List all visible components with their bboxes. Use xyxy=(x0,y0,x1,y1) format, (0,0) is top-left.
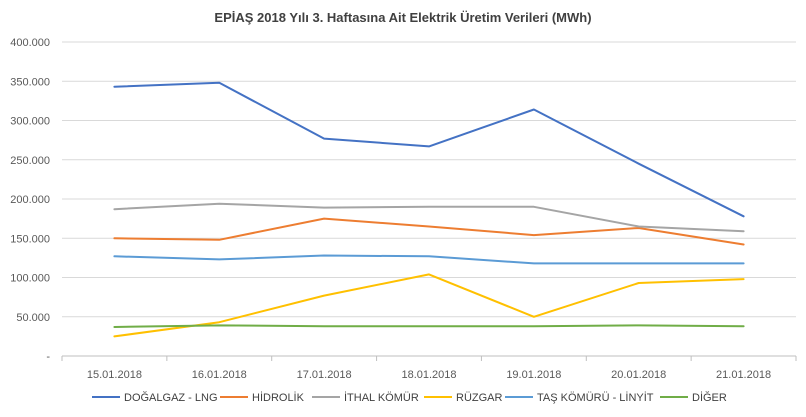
y-tick-label: 50.000 xyxy=(16,312,50,324)
legend: DOĞALGAZ - LNG HİDROLİK İTHAL KÖMÜR RÜZGAR T… xyxy=(92,391,727,404)
y-axis-ticks: - 50.000 100.000 150.000 200.000 250.000 300.0… xyxy=(10,37,50,363)
x-axis-ticks: 15.01.2018 16.01.2018 17.01.2018 18.01.2018… xyxy=(87,369,771,381)
y-tick-label: 250.000 xyxy=(10,155,50,167)
legend-label: TAŞ KÖMÜRÜ - LİNYİT xyxy=(537,391,654,404)
x-tick-label: 15.01.2018 xyxy=(87,369,142,381)
legend-label: RÜZGAR xyxy=(456,392,503,404)
series-lines xyxy=(113,81,745,338)
x-tick-label: 19.01.2018 xyxy=(506,369,561,381)
x-tick-label: 17.01.2018 xyxy=(297,369,352,381)
series-line xyxy=(113,324,745,328)
gridlines xyxy=(61,41,797,361)
series-line xyxy=(113,202,745,233)
series-line xyxy=(113,254,745,265)
legend-label: İTHAL KÖMÜR xyxy=(344,391,419,404)
y-tick-label: 300.000 xyxy=(10,116,50,128)
x-tick-label: 20.01.2018 xyxy=(611,369,666,381)
legend-label: DİĞER xyxy=(692,391,727,404)
y-tick-label: - xyxy=(46,351,50,363)
series-line xyxy=(113,217,745,246)
y-tick-label: 200.000 xyxy=(10,194,50,206)
series-line xyxy=(113,81,745,218)
y-tick-label: 100.000 xyxy=(10,273,50,285)
y-tick-label: 400.000 xyxy=(10,37,50,49)
x-tick-label: 18.01.2018 xyxy=(401,369,456,381)
series-line xyxy=(113,273,745,338)
x-tick-label: 16.01.2018 xyxy=(192,369,247,381)
legend-label: HİDROLİK xyxy=(252,391,305,404)
y-tick-label: 350.000 xyxy=(10,76,50,88)
legend-label: DOĞALGAZ - LNG xyxy=(124,391,218,404)
y-tick-label: 150.000 xyxy=(10,233,50,245)
chart-title: EPİAŞ 2018 Yılı 3. Haftasına Ait Elektri… xyxy=(214,10,591,25)
x-tick-label: 21.01.2018 xyxy=(716,369,771,381)
